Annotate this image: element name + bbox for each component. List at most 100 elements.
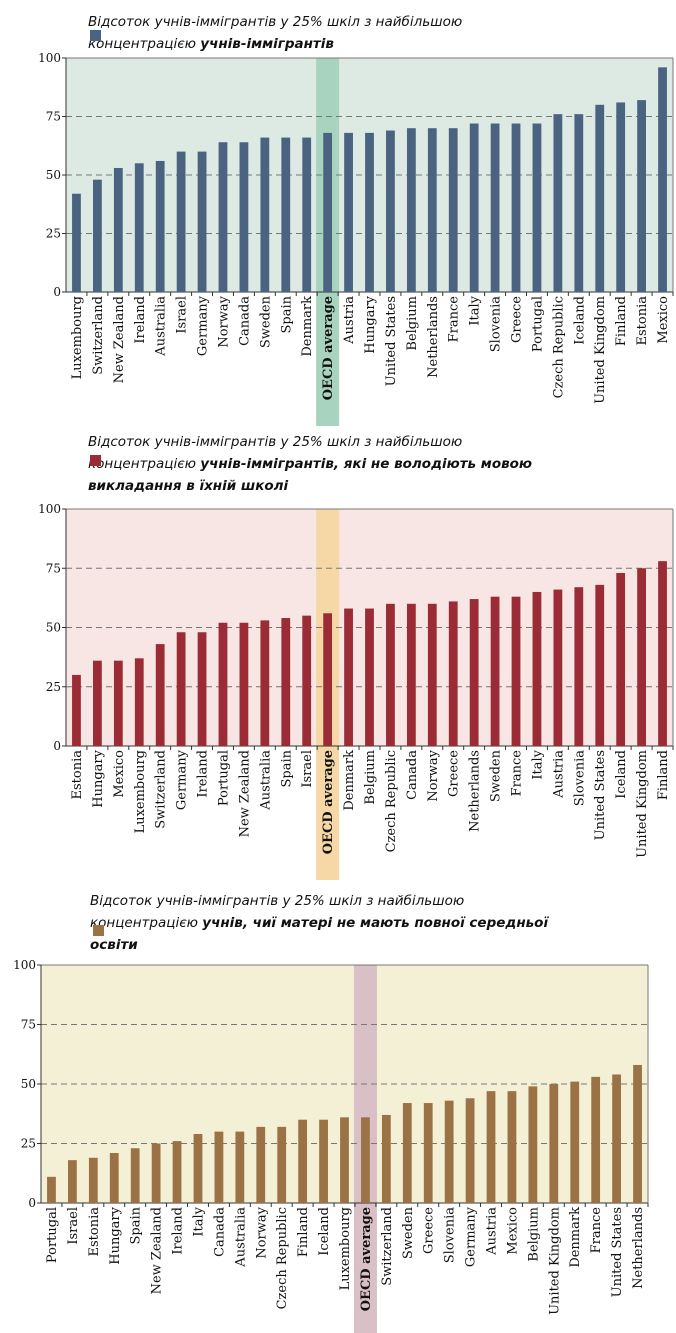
legend-line: викладання в їхній школі <box>88 478 289 494</box>
y-tick-label: 25 <box>21 1137 36 1151</box>
bar <box>68 1160 77 1203</box>
category-label: Denmark <box>342 750 357 811</box>
category-label: Greece <box>510 296 525 343</box>
bar <box>344 132 353 292</box>
bar <box>176 632 186 746</box>
bar <box>637 100 646 293</box>
category-label: Austria <box>342 296 357 345</box>
category-label: Switzerland <box>380 1207 395 1286</box>
category-label: New Zealand <box>237 750 252 837</box>
bar <box>658 67 667 292</box>
chart-3: Відсоток учнів-іммігрантів у 25% шкіл з … <box>13 893 649 1333</box>
category-label: United States <box>610 1207 625 1297</box>
bar <box>465 1098 475 1203</box>
category-label: Slovenia <box>443 1207 458 1263</box>
category-label: Canada <box>237 296 252 346</box>
category-label: Luxembourg <box>70 296 85 379</box>
bar <box>637 568 646 746</box>
y-tick-label: 25 <box>46 680 61 694</box>
bar <box>490 596 500 746</box>
bar <box>344 608 353 746</box>
bar <box>427 603 437 746</box>
bar <box>365 132 374 292</box>
bar <box>444 1100 454 1203</box>
category-label: Ireland <box>196 750 211 798</box>
bar <box>532 591 542 746</box>
bar <box>361 1117 370 1203</box>
bar <box>574 587 584 746</box>
bar <box>260 620 270 746</box>
category-label: Mexico <box>112 750 127 798</box>
category-label: OECD average <box>321 750 336 854</box>
y-tick-label: 75 <box>46 561 61 575</box>
category-label: Luxembourg <box>338 1207 353 1290</box>
category-label: Australia <box>258 750 273 811</box>
bar <box>302 137 312 292</box>
bar <box>595 584 605 746</box>
category-label: France <box>589 1207 604 1254</box>
legend-swatch <box>90 455 101 466</box>
category-label: Norway <box>254 1206 269 1258</box>
category-label: Switzerland <box>154 750 169 829</box>
category-label: Iceland <box>572 296 587 345</box>
category-label: Italy <box>468 295 483 325</box>
bar <box>302 615 312 746</box>
bar <box>386 603 395 746</box>
bar <box>511 596 521 746</box>
category-label: Norway <box>216 295 231 347</box>
bar <box>47 1176 56 1203</box>
bar <box>490 123 500 293</box>
bar <box>218 622 228 746</box>
category-label: Spain <box>279 295 294 333</box>
bar <box>448 601 458 746</box>
category-label: United Kingdom <box>635 750 650 858</box>
bar <box>134 163 144 292</box>
bar <box>93 179 102 292</box>
bar <box>402 1103 412 1203</box>
y-tick-label: 0 <box>53 739 61 753</box>
category-label: Belgium <box>405 296 420 351</box>
category-label: Spain <box>129 1206 144 1244</box>
legend-swatch <box>90 30 101 41</box>
bar <box>469 123 479 293</box>
y-tick-label: 100 <box>38 502 61 516</box>
category-label: Estonia <box>87 1207 102 1257</box>
bar <box>281 137 291 292</box>
chart-title: Відсоток учнів-іммігрантів у 25% шкіл з … <box>90 893 464 909</box>
category-label: Greece <box>422 1207 437 1254</box>
category-label: Israel <box>175 296 190 334</box>
category-label: Canada <box>405 750 420 800</box>
category-label: France <box>510 750 525 797</box>
category-label: Finland <box>614 296 629 346</box>
bar <box>172 1141 182 1203</box>
category-label: Czech Republic <box>275 1207 290 1309</box>
category-label: Germany <box>196 295 211 356</box>
y-tick-label: 50 <box>21 1077 36 1091</box>
category-label: New Zealand <box>112 296 127 383</box>
legend-line: концентрацією учнів-іммігрантів, які не … <box>88 456 532 472</box>
category-label: Luxembourg <box>133 750 148 833</box>
bar <box>469 599 479 746</box>
chart-2: Відсоток учнів-іммігрантів у 25% шкіл з … <box>38 434 674 880</box>
category-label: Iceland <box>614 750 629 799</box>
category-label: Italy <box>530 749 545 779</box>
category-label: United States <box>384 296 399 386</box>
y-tick-label: 75 <box>21 1018 36 1032</box>
category-label: Italy <box>191 1206 206 1236</box>
bar <box>72 193 81 292</box>
bar <box>511 123 521 293</box>
bar <box>260 137 270 292</box>
bar <box>193 1133 203 1203</box>
bar <box>612 1074 621 1203</box>
bar <box>340 1117 349 1203</box>
bar <box>423 1103 433 1203</box>
category-label: OECD average <box>321 296 336 400</box>
chart-title: Відсоток учнів-іммігрантів у 25% шкіл з … <box>88 14 462 30</box>
bar <box>281 618 291 746</box>
category-label: Belgium <box>526 1207 541 1262</box>
bar <box>176 151 186 292</box>
bar <box>616 572 626 746</box>
category-label: Spain <box>279 749 294 787</box>
bar <box>277 1126 287 1203</box>
